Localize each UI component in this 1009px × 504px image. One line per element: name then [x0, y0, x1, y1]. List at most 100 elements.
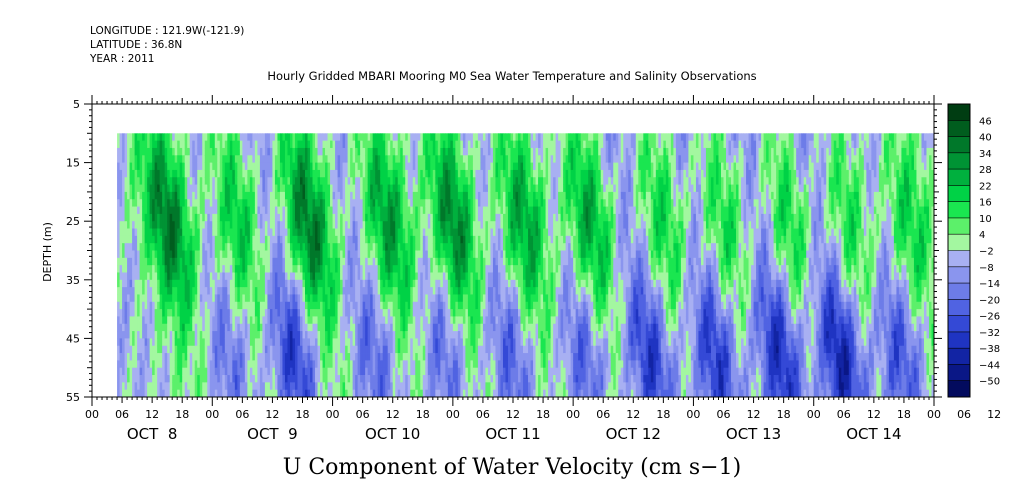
- heatmap-cell: [402, 250, 406, 259]
- heatmap-cell: [247, 184, 251, 193]
- heatmap-cell: [305, 360, 308, 369]
- heatmap-cell: [422, 250, 426, 259]
- heatmap-cell: [427, 221, 431, 229]
- heatmap-cell: [202, 287, 206, 295]
- heatmap-cell: [337, 287, 341, 295]
- heatmap-cell: [239, 243, 243, 251]
- heatmap-cell: [337, 382, 341, 391]
- heatmap-cell: [367, 155, 371, 163]
- heatmap-cell: [149, 257, 153, 266]
- heatmap-cell: [307, 331, 311, 339]
- heatmap-cell: [450, 250, 454, 259]
- heatmap-cell: [122, 221, 125, 229]
- heatmap-cell: [222, 140, 226, 149]
- heatmap-cell: [127, 316, 130, 325]
- heatmap-cell: [249, 272, 253, 281]
- heatmap-cell: [162, 360, 166, 369]
- heatmap-cell: [284, 177, 288, 185]
- heatmap-cell: [420, 133, 424, 142]
- heatmap-cell: [382, 169, 386, 178]
- heatmap-cell: [425, 353, 429, 361]
- heatmap-cell: [380, 184, 384, 193]
- heatmap-cell: [294, 287, 298, 295]
- heatmap-cell: [242, 213, 246, 222]
- heatmap-cell: [442, 294, 446, 303]
- heatmap-cell: [277, 184, 281, 193]
- heatmap-cell: [410, 155, 414, 163]
- heatmap-cell: [355, 353, 359, 361]
- heatmap-cell: [442, 279, 446, 288]
- heatmap-cell: [149, 367, 153, 376]
- heatmap-cell: [450, 199, 454, 207]
- heatmap-cell: [460, 279, 464, 288]
- heatmap-cell: [274, 199, 278, 207]
- heatmap-cell: [199, 191, 203, 200]
- heatmap-cell: [340, 331, 343, 339]
- heatmap-cell: [257, 309, 261, 317]
- heatmap-cell: [430, 353, 434, 361]
- heatmap-cell: [154, 213, 158, 222]
- heatmap-cell: [440, 228, 444, 237]
- heatmap-cell: [237, 250, 241, 259]
- heatmap-cell: [147, 199, 151, 207]
- heatmap-cell: [410, 257, 414, 266]
- heatmap-cell: [217, 243, 221, 251]
- heatmap-cell: [257, 257, 261, 266]
- heatmap-cell: [222, 191, 226, 200]
- heatmap-cell: [302, 272, 306, 281]
- heatmap-cell: [254, 287, 258, 295]
- heatmap-cell: [417, 389, 421, 398]
- heatmap-cell: [129, 367, 133, 376]
- heatmap-cell: [199, 382, 203, 391]
- heatmap-cell: [237, 257, 241, 266]
- heatmap-cell: [154, 279, 158, 288]
- heatmap-cell: [325, 331, 328, 339]
- heatmap-cell: [229, 257, 233, 266]
- heatmap-cell: [410, 235, 414, 244]
- heatmap-cell: [172, 147, 176, 156]
- heatmap-cell: [380, 250, 384, 259]
- heatmap-cell: [412, 345, 416, 354]
- heatmap-cell: [327, 155, 331, 163]
- heatmap-cell: [455, 177, 459, 185]
- heatmap-cell: [362, 250, 366, 259]
- heatmap-cell: [447, 140, 451, 149]
- heatmap-cell: [122, 272, 125, 281]
- heatmap-cell: [197, 353, 201, 361]
- heatmap-cell: [415, 213, 419, 222]
- heatmap-cell: [397, 353, 401, 361]
- heatmap-cell: [302, 184, 306, 193]
- heatmap-cell: [445, 301, 449, 310]
- heatmap-cell: [157, 367, 161, 376]
- heatmap-cell: [277, 316, 281, 325]
- heatmap-cell: [440, 272, 444, 281]
- heatmap-cell: [239, 206, 243, 215]
- heatmap-cell: [272, 301, 276, 310]
- heatmap-cell: [237, 360, 241, 369]
- heatmap-cell: [147, 257, 151, 266]
- heatmap-cell: [277, 331, 281, 339]
- heatmap-cell: [212, 301, 216, 310]
- heatmap-cell: [199, 228, 203, 237]
- heatmap-cell: [184, 338, 188, 347]
- heatmap-cell: [167, 243, 171, 251]
- heatmap-cell: [232, 367, 236, 376]
- heatmap-cell: [390, 191, 394, 200]
- heatmap-cell: [247, 389, 251, 398]
- heatmap-cell: [277, 375, 281, 383]
- heatmap-cell: [272, 155, 276, 163]
- heatmap-cell: [289, 287, 293, 295]
- heatmap-cell: [197, 169, 201, 178]
- heatmap-cell: [177, 367, 181, 376]
- heatmap-cell: [325, 353, 328, 361]
- heatmap-cell: [249, 389, 253, 398]
- heatmap-cell: [392, 353, 396, 361]
- heatmap-cell: [269, 250, 273, 259]
- heatmap-cell: [327, 389, 331, 398]
- heatmap-cell: [435, 206, 439, 215]
- heatmap-cell: [219, 257, 223, 266]
- heatmap-cell: [207, 353, 211, 361]
- heatmap-cell: [212, 184, 216, 193]
- heatmap-cell: [267, 338, 271, 347]
- heatmap-cell: [239, 257, 243, 266]
